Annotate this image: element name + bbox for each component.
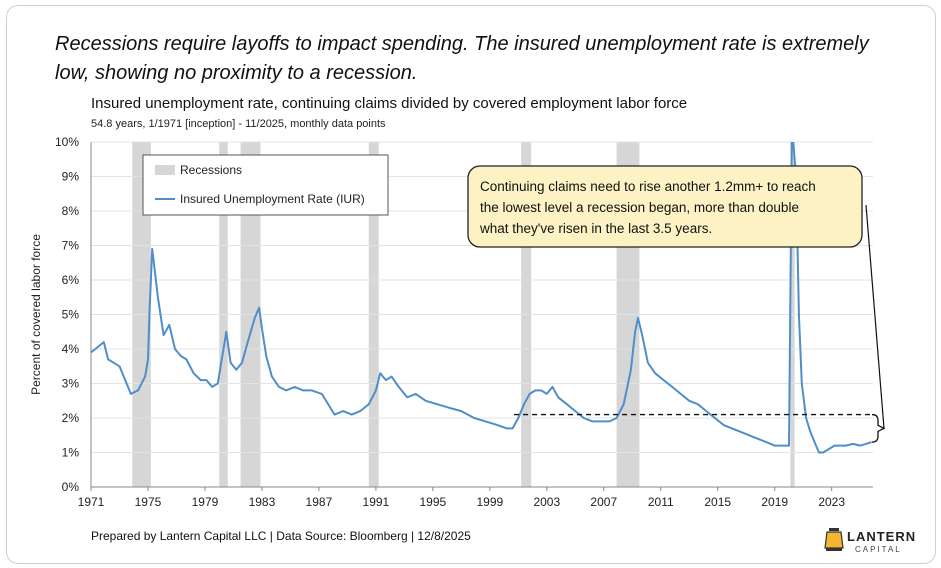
y-tick-label: 3%: [62, 377, 80, 391]
y-tick-label: 1%: [62, 446, 80, 460]
x-tick-label: 1991: [363, 495, 390, 509]
x-tick-label: 1999: [476, 495, 503, 509]
legend-box: [142, 154, 389, 216]
x-tick-label: 2023: [818, 495, 845, 509]
y-tick-label: 2%: [62, 411, 80, 425]
footer-credit: Prepared by Lantern Capital LLC | Data S…: [91, 529, 471, 543]
chart-card: [6, 5, 936, 564]
legend-recessions-label: Recessions: [180, 163, 242, 177]
chart-subtitle: 54.8 years, 1/1971 [inception] - 11/2025…: [91, 118, 386, 130]
legend-recession-swatch: [155, 165, 175, 175]
x-tick-label: 1975: [135, 495, 162, 509]
x-tick-label: 2015: [704, 495, 731, 509]
y-tick-label: 10%: [55, 135, 79, 149]
x-tick-label: 2019: [761, 495, 788, 509]
x-tick-label: 2011: [648, 495, 674, 509]
callout-pointer: [865, 204, 885, 429]
x-tick-label: 1983: [249, 495, 276, 509]
callout-line: the lowest level a recession began, more…: [480, 200, 799, 215]
x-tick-label: 2007: [590, 495, 617, 509]
y-tick-label: 9%: [62, 170, 80, 184]
y-tick-label: 7%: [62, 239, 80, 253]
x-tick-label: 1971: [78, 495, 105, 509]
callout-box: [467, 165, 863, 248]
bracket: [871, 413, 886, 443]
y-tick-label: 5%: [62, 308, 80, 322]
callout-text: Continuing claims need to rise another 1…: [479, 179, 816, 236]
callout-line: Continuing claims need to rise another 1…: [480, 179, 816, 194]
y-tick-label: 6%: [62, 273, 80, 287]
callout-line: what they've risen in the last 3.5 years…: [479, 221, 712, 236]
y-tick-label: 8%: [62, 204, 80, 218]
y-tick-label: 0%: [62, 480, 80, 494]
y-tick-label: 4%: [62, 342, 80, 356]
chart-title: Insured unemployment rate, continuing cl…: [91, 95, 688, 112]
x-tick-label: 1979: [192, 495, 219, 509]
series-line-iur: [91, 142, 872, 454]
x-tick-label: 1987: [306, 495, 333, 509]
x-tick-label: 1995: [420, 495, 447, 509]
legend-series-label: Insured Unemployment Rate (IUR): [180, 192, 365, 206]
headline: Recessions require layoffs to impact spe…: [55, 33, 869, 84]
y-axis-label: Percent of covered labor force: [29, 234, 43, 395]
x-tick-label: 2003: [533, 495, 560, 509]
